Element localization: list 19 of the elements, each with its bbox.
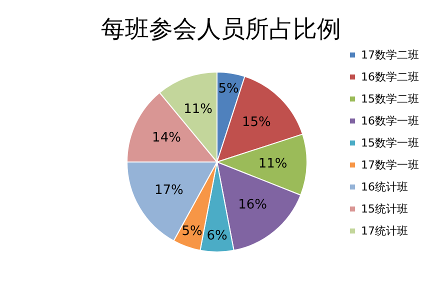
legend-label: 17数学二班 — [361, 48, 420, 62]
legend-label: 15统计班 — [361, 202, 408, 216]
legend-label: 16数学一班 — [361, 114, 420, 128]
data-label: 5% — [218, 82, 239, 97]
data-label: 14% — [152, 130, 181, 146]
legend-label: 16统计班 — [361, 180, 408, 194]
data-label: 6% — [206, 228, 228, 244]
legend-label: 16数学二班 — [361, 70, 420, 84]
data-label: 5% — [182, 224, 202, 239]
legend-label: 15数学二班 — [361, 92, 420, 106]
data-label: 17% — [154, 182, 184, 198]
data-label: 11% — [258, 156, 288, 172]
legend-label: 15数学一班 — [361, 136, 420, 150]
data-label: 11% — [184, 102, 213, 117]
legend-label: 17数学一班 — [361, 158, 420, 172]
data-label: 15% — [242, 115, 271, 130]
chart-title: 每班参会人员所占比例 — [101, 15, 341, 43]
data-label: 16% — [238, 197, 268, 212]
legend-label: 17统计班 — [361, 224, 408, 238]
